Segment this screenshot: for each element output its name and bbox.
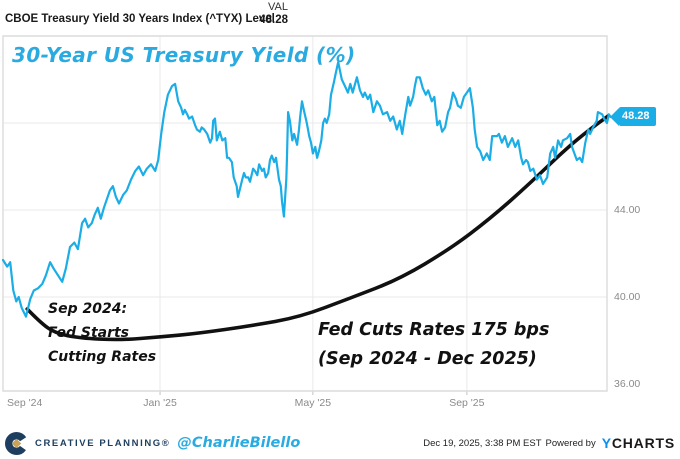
ycharts-logo-rest: CHARTS (611, 435, 675, 451)
last-value-tag-text: 48.28 (619, 107, 656, 127)
annotation-fed-starts-cutting: Sep 2024: Fed Starts Cutting Rates (48, 297, 156, 369)
x-axis-label: Jan '25 (143, 397, 177, 409)
last-value-tag: 48.28 (610, 107, 656, 127)
chart-title: 30-Year US Treasury Yield (%) (12, 43, 356, 67)
ycharts-logo-y: Y (601, 435, 612, 451)
ycharts-logo: YCHARTS (602, 435, 675, 451)
tag-arrow-icon (610, 107, 619, 126)
annotation-line: (Sep 2024 - Dec 2025) (318, 349, 537, 369)
timestamp: Dec 19, 2025, 3:38 PM EST (423, 437, 542, 449)
fed-cuts-arrow (25, 114, 610, 342)
value-readout-value: 48.28 (259, 14, 288, 26)
footer: CREATIVE PLANNING® @CharlieBilello Dec 1… (0, 428, 680, 458)
annotation-line: Sep 2024: (48, 301, 128, 317)
value-readout-label: VAL (268, 1, 288, 13)
creative-planning-logo (5, 431, 28, 455)
yield-line (1, 60, 612, 318)
y-axis-label: 44.00 (614, 204, 641, 216)
annotation-line: Fed Starts (48, 325, 130, 341)
series-name: CBOE Treasury Yield 30 Years Index (^TYX… (5, 13, 275, 25)
y-axis-label: 36.00 (614, 378, 641, 390)
x-axis-label: May '25 (294, 397, 332, 409)
footer-right: Dec 19, 2025, 3:38 PM EST Powered by YCH… (423, 435, 675, 451)
annotation-fed-cuts-rates: Fed Cuts Rates 175 bps (Sep 2024 - Dec 2… (318, 316, 549, 374)
x-axis-label: Sep '25 (449, 397, 485, 409)
annotation-line: Cutting Rates (48, 349, 157, 365)
value-readout: VAL 48.28 (238, 1, 288, 27)
creative-planning-brand: CREATIVE PLANNING® (35, 437, 171, 449)
powered-by-label: Powered by (545, 437, 596, 449)
x-axis-label: Sep '24 (7, 397, 43, 409)
y-axis-label: 40.00 (614, 291, 641, 303)
twitter-handle: @CharlieBilello (177, 435, 301, 451)
annotation-line: Fed Cuts Rates 175 bps (318, 320, 550, 340)
